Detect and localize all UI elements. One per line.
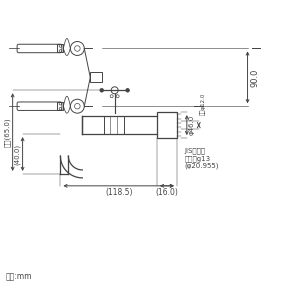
Bar bbox=[157, 112, 177, 138]
Text: JIS給水栓: JIS給水栓 bbox=[185, 147, 206, 154]
Text: 最大(65.0): 最大(65.0) bbox=[4, 117, 11, 147]
Bar bbox=[90, 72, 102, 82]
Bar bbox=[104, 116, 124, 134]
Text: 内径φ12.0: 内径φ12.0 bbox=[200, 93, 206, 115]
Bar bbox=[57, 44, 63, 52]
Text: (118.5): (118.5) bbox=[105, 188, 132, 197]
Circle shape bbox=[100, 89, 103, 92]
Text: 90.0: 90.0 bbox=[250, 68, 260, 86]
Text: (φ20.955): (φ20.955) bbox=[185, 163, 219, 169]
Text: 取付ねց13: 取付ねց13 bbox=[185, 155, 211, 162]
Text: (16.0): (16.0) bbox=[155, 188, 178, 197]
Circle shape bbox=[126, 89, 129, 92]
Text: (40.0): (40.0) bbox=[14, 143, 21, 164]
Text: φ46.0: φ46.0 bbox=[188, 115, 194, 135]
Text: 単位:mm: 単位:mm bbox=[6, 272, 32, 281]
Bar bbox=[57, 102, 63, 110]
